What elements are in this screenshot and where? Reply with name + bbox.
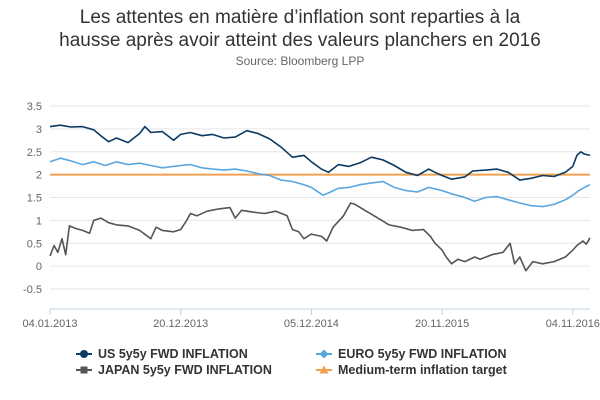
legend-label: EURO 5y5y FWD INFLATION (338, 347, 507, 361)
series-line-1[interactable] (49, 157, 591, 208)
y-tick-label: 2.5 (27, 147, 42, 159)
legend-item-0[interactable]: US 5y5y FWD INFLATION (76, 347, 248, 361)
chart-title-line-1: Les attentes en matière d’inflation sont… (79, 7, 521, 28)
x-tick-label: 20.11.2015 (415, 318, 469, 330)
legend-item-1[interactable]: EURO 5y5y FWD INFLATION (316, 347, 507, 361)
series-line-2[interactable] (49, 202, 591, 272)
y-tick-label: 0 (36, 261, 42, 273)
chart-subtitle: Source: Bloomberg LPP (235, 54, 365, 68)
series-line-0[interactable] (49, 124, 591, 181)
legend-marker-triangle (319, 365, 329, 374)
grid-layer (50, 105, 590, 290)
legend-marker-diamond (319, 349, 329, 359)
legend-marker-circle (80, 350, 88, 358)
chart-title-line-2: hausse après avoir atteint des valeurs p… (59, 30, 541, 51)
y-tick-label: 1 (36, 215, 42, 227)
legend-marker-square (80, 366, 88, 374)
legend-label: US 5y5y FWD INFLATION (98, 347, 248, 361)
legend-label: Medium-term inflation target (338, 363, 508, 377)
y-tick-label: 3.5 (27, 101, 42, 113)
x-tick-label: 20.12.2013 (153, 318, 208, 330)
legend-label: JAPAN 5y5y FWD INFLATION (98, 363, 272, 377)
y-tick-label: 0.5 (27, 238, 42, 250)
y-tick-label: 3 (36, 124, 42, 136)
axis-layer: 3.5 3 2.5 2 1.5 1 0.5 0 -0.5 04.01.2013 20.12.2013… (22, 101, 599, 330)
x-tick-label: 04.11.2016 (546, 318, 600, 330)
legend[interactable]: US 5y5y FWD INFLATION EURO 5y5y FWD INFLA… (76, 347, 508, 377)
legend-item-2[interactable]: JAPAN 5y5y FWD INFLATION (76, 363, 272, 377)
x-tick-label: 05.12.2014 (284, 318, 339, 330)
y-tick-label: 2 (36, 170, 42, 182)
x-tick-label: 04.01.2013 (22, 318, 77, 330)
y-tick-label: 1.5 (27, 193, 42, 205)
series-layer (49, 124, 591, 272)
y-tick-label: -0.5 (23, 284, 42, 296)
legend-item-3[interactable]: Medium-term inflation target (316, 363, 508, 377)
